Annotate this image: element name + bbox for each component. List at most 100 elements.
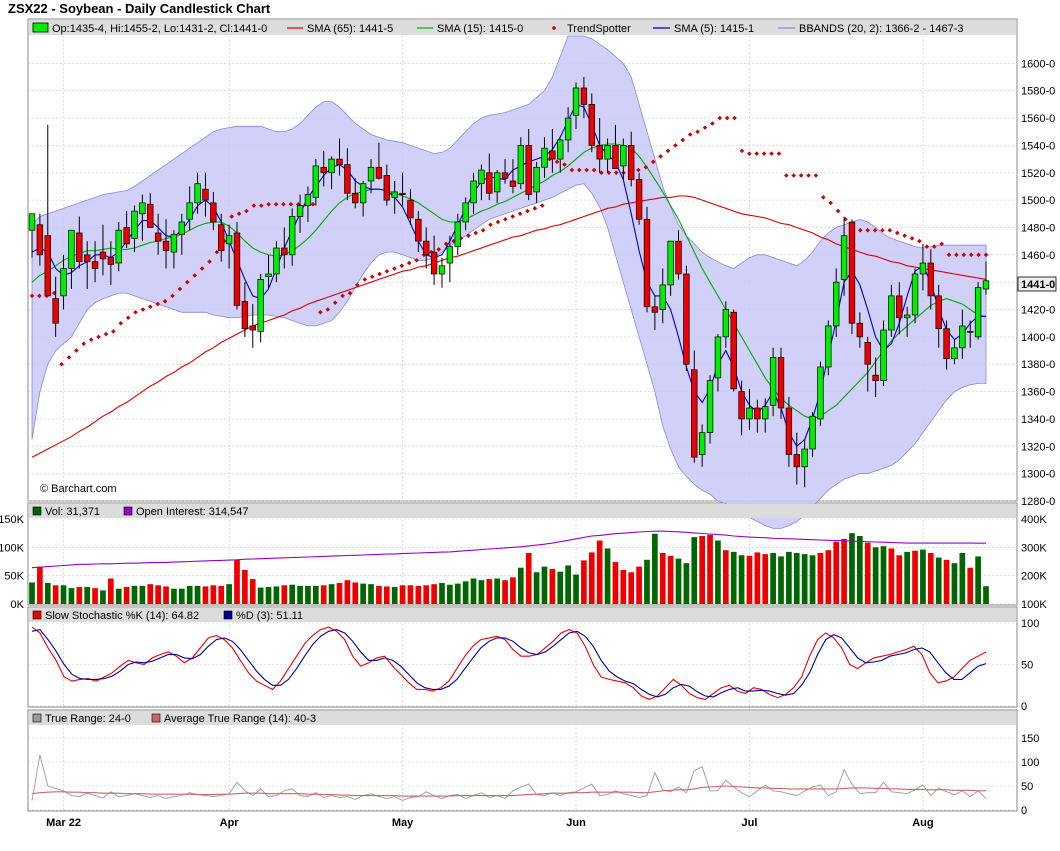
volume-bar [510,577,516,604]
volume-bar [163,586,169,604]
candle-down [675,240,682,275]
volume-bar [943,559,950,604]
candle-down [52,298,59,324]
volume-bar [746,555,753,604]
candle-up [296,205,304,217]
volume-bar [809,555,816,604]
candle-up [746,407,753,420]
candle-up [667,240,674,286]
candle-up [911,273,919,316]
candle-down [202,188,209,201]
month-label: May [392,817,414,829]
volume-bar [234,559,240,604]
true-range-tick-label: 0 [1021,805,1027,817]
candle-up [762,406,769,420]
volume-bar [289,584,296,604]
candle-up [959,325,966,349]
trendspotter-dot [436,247,442,252]
volume-bar [967,567,974,604]
candle-down [76,232,83,263]
volume-bar [76,587,83,604]
volume-bar [273,586,280,604]
candle-down [596,145,603,160]
volume-bar [801,554,808,604]
trendspotter-dot [192,273,197,278]
volume-bar [431,584,437,604]
candle-down [423,240,430,256]
price-tick-label: 1500-0 [1021,195,1055,207]
volume-bar [644,559,650,604]
candle-down [643,218,651,308]
candle-up [769,357,777,406]
volume-bar [494,578,501,604]
candle-down [777,357,785,409]
candle-down [872,374,879,381]
volume-bar [541,566,548,604]
candle-down [691,369,698,458]
price-tick-label: 1320-0 [1021,441,1055,453]
price-tick-label: 1580-0 [1021,86,1055,98]
volume-bar [249,579,256,604]
volume-tick-label: 100K [0,542,25,554]
legend-stoch-d: %D (3): 51.11 [236,610,303,622]
volume-bar [305,585,311,604]
candle-down [651,306,659,313]
volume-tick-label: 50K [4,571,24,583]
month-label: Jun [566,817,586,829]
volume-bar [328,584,335,604]
legend-atr: Average True Range (14): 40-3 [164,713,316,725]
stochastic-tick-label: 50 [1021,660,1033,672]
trendspotter-dot [125,315,131,320]
trendspotter-dot [325,307,331,312]
volume-bar [683,563,690,604]
volume-bar [620,570,627,604]
candle-down [407,199,414,219]
candle-up [328,158,335,174]
volume-bar [935,557,942,604]
true-range-lines [31,754,987,801]
candle-down [147,203,154,228]
candle-up [564,117,572,141]
price-tick-label: 1560-0 [1021,113,1055,125]
candle-up [359,183,367,204]
candle-down [344,164,351,194]
candle-down [383,175,390,201]
sma65-line [31,195,987,458]
open-interest-tick-label: 200K [1021,571,1047,583]
trendspotter-dot [103,331,109,337]
trendspotter-dot [377,271,382,277]
square-pink-icon [151,713,161,723]
candle-down [233,232,241,306]
volume-bar [659,553,666,604]
volume-tick-label: 0K [11,599,25,611]
candle-down [856,322,864,338]
candle-up [194,183,201,204]
volume-tick-label: 150K [0,514,25,526]
candle-up [809,415,816,450]
open-interest-tick-label: 300K [1021,542,1047,554]
trendspotter-dot [318,310,323,315]
volume-bar [29,582,35,604]
volume-bar [462,581,469,604]
trendspotter-dot [473,230,478,236]
candle-up [541,147,548,168]
volume-bar [959,553,966,604]
volume-bar [565,565,571,604]
volume-bar [194,585,201,604]
candle-up [454,221,461,247]
candle-up-icon [32,22,49,33]
candle-down [154,232,162,242]
candle-up [533,166,540,193]
candle-up [304,194,312,206]
volume-bar [344,580,351,604]
candle-up [801,448,808,468]
watermark: © Barchart.com [40,483,117,495]
price-tick-label: 1600-0 [1021,58,1055,70]
candle-up [225,235,233,245]
volume-bar [588,552,595,604]
volume-bar [841,538,847,604]
candle-down [896,295,903,319]
trendspotter-dot [347,290,353,296]
volume-bar [975,556,981,604]
